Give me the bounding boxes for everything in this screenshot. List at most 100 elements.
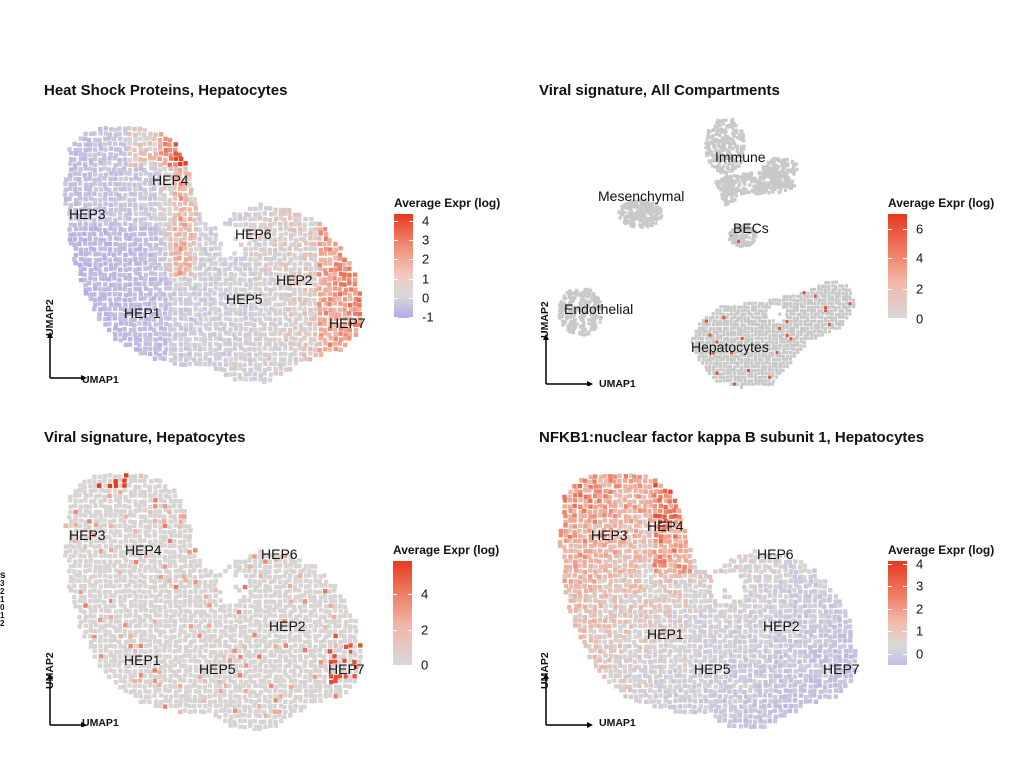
cell-point [134, 575, 138, 579]
cell-point [78, 559, 82, 563]
cell-point [283, 297, 287, 301]
cell-point [107, 489, 111, 493]
cell-point [149, 568, 153, 572]
cell-point [353, 307, 357, 311]
cell-point [721, 197, 724, 200]
cell-point [267, 570, 271, 574]
cell-point [288, 574, 292, 578]
cell-point [192, 236, 196, 240]
cell-point [118, 478, 122, 482]
cell-point [183, 534, 187, 538]
cell-point [83, 197, 87, 201]
cell-point [768, 320, 771, 323]
cell-point [132, 232, 136, 236]
cell-point [707, 145, 710, 148]
cell-point [204, 227, 208, 231]
cell-point [153, 513, 157, 517]
cell-point [118, 499, 122, 503]
cell-point [108, 479, 112, 483]
cell-point [109, 283, 113, 287]
cell-point [142, 296, 146, 300]
cell-point [779, 183, 782, 186]
cell-point [204, 595, 208, 599]
cell-point [322, 298, 326, 302]
cell-point [729, 309, 732, 312]
cell-point [182, 518, 186, 522]
cell-point [73, 177, 77, 181]
cell-point [198, 599, 202, 603]
cell-point [761, 305, 764, 308]
cell-point [849, 298, 852, 301]
cell-point [174, 167, 178, 171]
cell-point [777, 159, 780, 162]
cell-point [233, 336, 237, 340]
cell-point [127, 583, 131, 587]
cell-point [138, 287, 142, 291]
cell-point [148, 498, 152, 502]
cell-point [772, 157, 775, 160]
cell-point [148, 288, 152, 292]
cell-point [149, 247, 153, 251]
cell-point [158, 560, 162, 564]
cell-point [761, 372, 764, 375]
cell-point [168, 281, 172, 285]
cell-point [178, 357, 182, 361]
cell-point [178, 554, 182, 558]
cell-point [173, 192, 177, 196]
cell-point [803, 316, 806, 319]
cell-point [820, 320, 823, 323]
cell-point [593, 328, 596, 331]
cell-point [218, 287, 222, 291]
cell-point [169, 273, 173, 277]
cell-point [253, 257, 257, 261]
cell-point [239, 257, 243, 261]
cell-point [189, 202, 193, 206]
cell-point [199, 257, 203, 261]
cell-point [338, 256, 342, 260]
cell-point [248, 368, 252, 372]
cell-point [169, 252, 173, 256]
cell-point [269, 322, 273, 326]
cell-point [328, 595, 332, 599]
cell-point [192, 554, 196, 558]
cell-point [309, 267, 313, 271]
cell-point [715, 376, 718, 379]
cell-point [103, 261, 107, 265]
cell-point [167, 495, 171, 499]
cell-point [750, 172, 753, 175]
cell-point [758, 379, 761, 382]
cell-point [103, 247, 107, 251]
cell-point [127, 137, 131, 141]
cell-point [318, 322, 322, 326]
cell-point [728, 145, 731, 148]
cell-point [163, 488, 167, 492]
cell-point [194, 222, 198, 226]
cell-point [328, 343, 332, 347]
cell-point [208, 333, 212, 337]
cell-point [217, 346, 221, 350]
cell-point [173, 599, 177, 603]
cell-point [247, 262, 251, 266]
cell-point [168, 218, 172, 222]
cell-point [329, 336, 333, 340]
cell-point [268, 317, 272, 321]
cell-point [114, 163, 118, 167]
cell-point [204, 317, 208, 321]
cell-point [254, 362, 258, 366]
cell-point [82, 554, 86, 558]
cell-point [198, 559, 202, 563]
cell-point [342, 282, 346, 286]
cell-point [78, 196, 82, 200]
cell-point [97, 317, 101, 321]
cell-point [319, 281, 323, 285]
cell-point [297, 213, 301, 217]
cell-point [174, 523, 178, 527]
cell-point [796, 323, 799, 326]
cell-point [122, 228, 126, 232]
cell-point [77, 563, 81, 567]
cell-point [93, 227, 97, 231]
cell-point [167, 579, 171, 583]
cell-point [138, 243, 142, 247]
cell-point [785, 337, 788, 340]
cell-point [114, 202, 118, 206]
